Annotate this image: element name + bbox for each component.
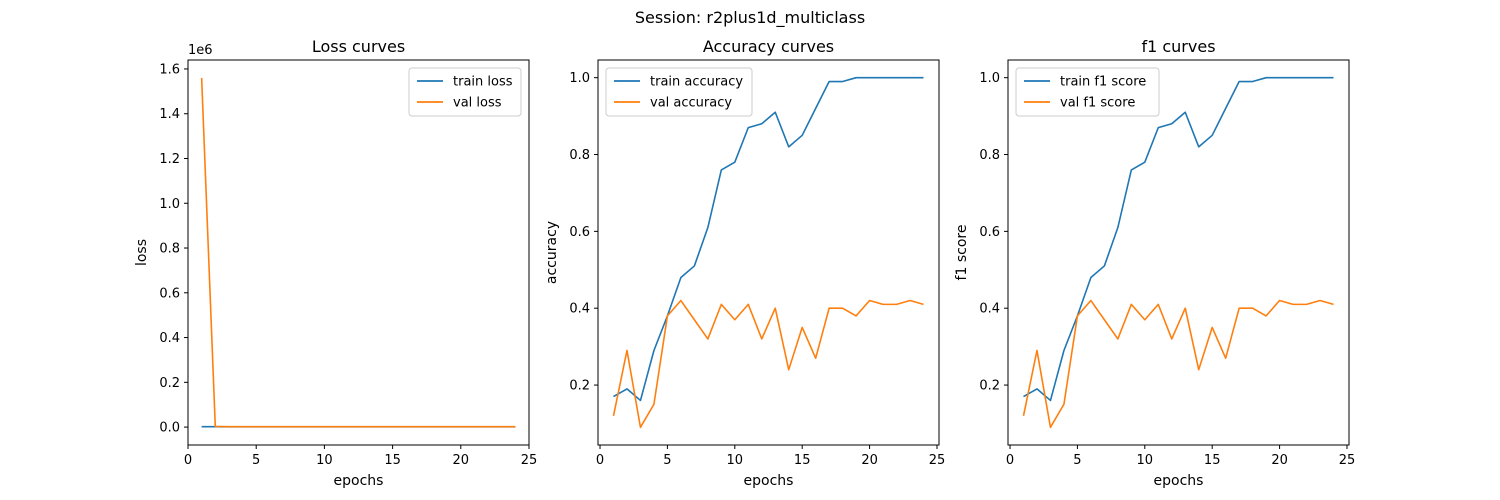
loss-y-tick-label: 1.0 [159,197,180,212]
accuracy-legend-label: val accuracy [650,96,732,111]
loss-chart-panel: Loss curves 0 5 10 15 20 25 0.0 0.2 0.4 0.6 0.8 1.0 1… [134,37,537,489]
accuracy-chart-panel: Accuracy curves 0 5 10 15 20 25 0.2 0.4 0.6 0.8 1.0… [544,37,945,489]
f1-x-tick-label: 15 [1204,453,1221,468]
accuracy-x-tick-label: 20 [861,453,878,468]
accuracy-y-tick-label: 0.6 [569,225,590,240]
accuracy-y-tick-label: 0.2 [569,379,590,394]
loss-chart-title: Loss curves [312,37,405,56]
f1-legend-label: val f1 score [1060,96,1135,111]
loss-y-tick-label: 0.0 [159,421,180,436]
loss-y-tick-label: 0.8 [159,242,180,257]
loss-x-tick-label: 5 [252,453,260,468]
loss-x-tick-label: 0 [184,453,192,468]
f1-legend-label: train f1 score [1060,75,1146,90]
accuracy-x-tick-label: 10 [727,453,744,468]
f1-x-tick-label: 20 [1271,453,1288,468]
loss-legend-box [408,67,522,117]
loss-y-offset-text: 1e6 [188,43,213,58]
f1-y-tick-label: 0.6 [979,225,1000,240]
loss-y-tick-label: 1.2 [159,152,180,167]
loss-y-tick-label: 0.6 [159,286,180,301]
f1-y-tick-label: 0.2 [979,379,1000,394]
accuracy-legend-box [605,67,753,117]
loss-legend-label: val loss [453,96,502,111]
f1-series-line-train [1023,76,1334,402]
f1-y-tick-label: 0.4 [979,302,1000,317]
accuracy-x-tick-label: 25 [929,453,946,468]
accuracy-series-line-train [613,76,924,402]
accuracy-legend-label: train accuracy [650,75,743,90]
loss-y-tick-label: 0.2 [159,376,180,391]
f1-x-tick-label: 25 [1339,453,1356,468]
accuracy-y-axis-label: accuracy [544,221,560,284]
f1-x-axis-label: epochs [1154,473,1204,489]
loss-series-line-val [200,77,516,428]
accuracy-x-tick-label: 0 [596,453,604,468]
loss-x-tick-label: 20 [453,453,470,468]
loss-y-axis-label: loss [134,239,150,266]
accuracy-x-tick-label: 5 [663,453,671,468]
loss-legend-label: train loss [453,75,513,90]
f1-y-tick-label: 0.8 [979,148,1000,163]
f1-legend: train f1 score val f1 score [1015,67,1160,117]
accuracy-x-tick-label: 15 [794,453,811,468]
loss-legend: train loss val loss [408,67,522,117]
figure-suptitle: Session: r2plus1d_multiclass [635,8,865,28]
f1-y-axis-label: f1 score [954,225,970,281]
f1-chart-panel: f1 curves 0 5 10 15 20 25 0.2 0.4 0.6 0.8 1.0 epochs… [954,37,1355,489]
accuracy-legend: train accuracy val accuracy [605,67,753,117]
accuracy-y-tick-label: 0.8 [569,148,590,163]
loss-x-tick-label: 15 [384,453,401,468]
loss-axes-frame [187,59,530,446]
accuracy-series-line-val [612,299,924,429]
loss-y-tick-label: 1.4 [159,107,180,122]
f1-chart-title: f1 curves [1141,37,1215,56]
loss-x-tick-label: 10 [316,453,333,468]
f1-legend-box [1015,67,1160,117]
loss-y-tick-label: 0.4 [159,331,180,346]
f1-axes-frame [1007,59,1350,446]
f1-x-tick-label: 10 [1137,453,1154,468]
loss-x-tick-label: 25 [521,453,538,468]
f1-y-tick-label: 1.0 [979,71,1000,86]
accuracy-y-tick-label: 1.0 [569,71,590,86]
f1-x-tick-label: 0 [1006,453,1014,468]
accuracy-axes-frame [597,59,940,446]
loss-x-axis-label: epochs [334,473,384,489]
f1-series-line-val [1022,299,1334,429]
f1-x-tick-label: 5 [1073,453,1081,468]
accuracy-y-tick-label: 0.4 [569,302,590,317]
accuracy-x-axis-label: epochs [744,473,794,489]
accuracy-chart-title: Accuracy curves [703,37,834,56]
loss-y-tick-label: 1.6 [159,62,180,77]
